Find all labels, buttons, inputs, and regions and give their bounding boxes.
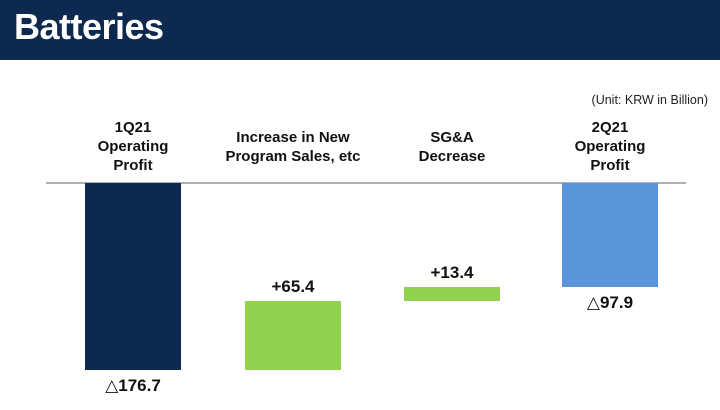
- data-label: △176.7: [63, 376, 203, 396]
- page-title: Batteries: [14, 6, 164, 48]
- waterfall-bar: [404, 287, 500, 301]
- category-label: 2Q21 Operating Profit: [515, 118, 705, 175]
- waterfall-bar: [245, 301, 341, 370]
- header-bar: Batteries: [0, 0, 720, 60]
- waterfall-bar: [85, 183, 181, 370]
- data-label: △97.9: [540, 293, 680, 313]
- waterfall-bar: [562, 183, 658, 287]
- data-label: +65.4: [223, 277, 363, 297]
- unit-note: (Unit: KRW in Billion): [592, 93, 708, 107]
- data-label: +13.4: [382, 263, 522, 283]
